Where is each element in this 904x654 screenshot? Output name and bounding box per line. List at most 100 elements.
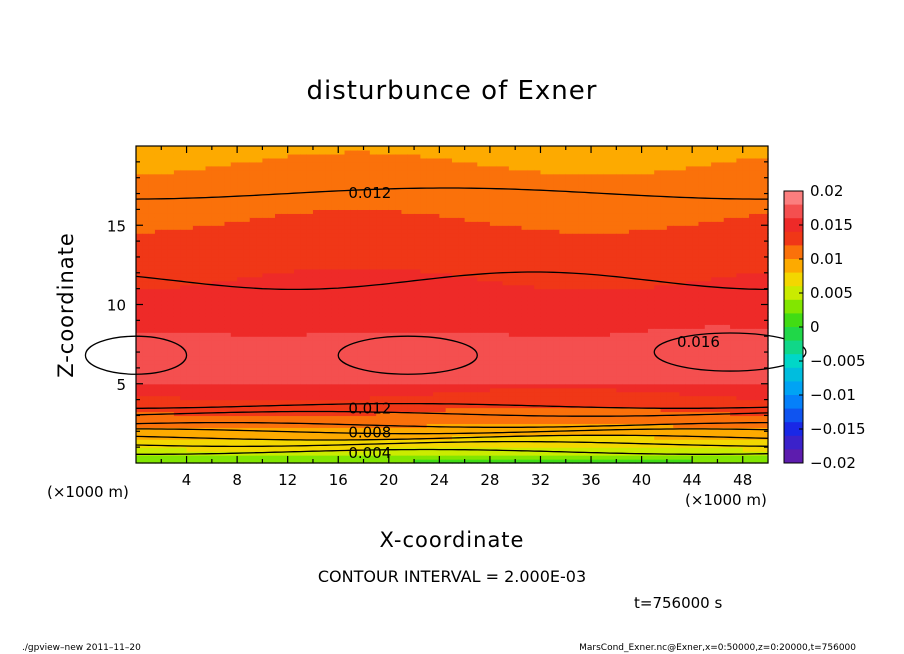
heatmap-cell: [237, 455, 245, 460]
heatmap-cell: [256, 161, 263, 167]
heatmap-cell: [224, 423, 232, 428]
heatmap-cell: [167, 352, 175, 357]
heatmap-cell: [186, 375, 194, 381]
heatmap-cell: [489, 193, 497, 199]
heatmap-cell: [256, 407, 263, 413]
heatmap-cell: [136, 359, 143, 365]
heatmap-cell: [294, 459, 301, 464]
heatmap-cell: [376, 304, 384, 310]
heatmap-cell: [237, 363, 245, 369]
heatmap-cell: [477, 272, 485, 278]
heatmap-cell: [445, 455, 453, 460]
heatmap-cell: [477, 217, 485, 222]
heatmap-cell: [433, 221, 440, 226]
heatmap-cell: [508, 177, 516, 183]
heatmap-cell: [173, 359, 181, 365]
heatmap-cell: [312, 348, 320, 353]
heatmap-cell: [407, 229, 415, 234]
heatmap-cell: [369, 340, 377, 345]
heatmap-cell: [142, 304, 150, 310]
heatmap-cell: [205, 185, 213, 191]
heatmap-cell: [312, 407, 320, 413]
heatmap-cell: [331, 371, 339, 377]
heatmap-cell: [363, 288, 371, 294]
heatmap-cell: [262, 245, 270, 250]
heatmap-cell: [508, 213, 516, 218]
heatmap-cell: [300, 316, 308, 321]
heatmap-cell: [382, 352, 390, 357]
heatmap-cell: [294, 316, 301, 321]
heatmap-cell: [249, 256, 257, 262]
heatmap-cell: [521, 435, 529, 440]
heatmap-cell: [464, 146, 472, 151]
heatmap-cell: [319, 161, 327, 167]
heatmap-cell: [224, 181, 232, 187]
heatmap-cell: [294, 197, 301, 203]
heatmap-cell: [433, 241, 440, 246]
heatmap-cell: [369, 264, 377, 270]
heatmap-cell: [230, 173, 238, 179]
heatmap-cell: [382, 268, 390, 274]
heatmap-cell: [167, 280, 175, 286]
heatmap-cell: [154, 165, 162, 171]
heatmap-cell: [350, 264, 358, 270]
heatmap-cell: [357, 177, 365, 183]
heatmap-cell: [369, 435, 377, 440]
heatmap-cell: [262, 193, 270, 199]
heatmap-cell: [439, 157, 447, 163]
heatmap-cell: [161, 193, 169, 199]
heatmap-cell: [420, 284, 428, 290]
heatmap-cell: [439, 193, 447, 199]
heatmap-cell: [388, 288, 396, 294]
heatmap-cell: [508, 328, 516, 333]
heatmap-cell: [167, 201, 175, 207]
heatmap-cell: [173, 332, 181, 337]
heatmap-cell: [262, 415, 270, 421]
heatmap-cell: [458, 276, 466, 282]
heatmap-cell: [268, 260, 276, 266]
heatmap-cell: [249, 161, 257, 167]
heatmap-cell: [281, 173, 289, 179]
heatmap-cell: [325, 379, 333, 385]
heatmap-cell: [161, 153, 169, 159]
heatmap-cell: [275, 312, 282, 317]
heatmap-cell: [186, 407, 194, 413]
heatmap-cell: [331, 165, 339, 171]
heatmap-cell: [142, 284, 150, 290]
heatmap-cell: [369, 252, 377, 258]
x-unit-label-left: (×1000 m): [47, 483, 129, 501]
heatmap-cell: [369, 245, 377, 250]
heatmap-cell: [489, 157, 497, 163]
heatmap-cell: [445, 328, 453, 333]
heatmap-cell: [136, 237, 143, 242]
heatmap-cell: [161, 383, 169, 389]
heatmap-cell: [452, 149, 459, 155]
heatmap-cell: [325, 320, 333, 325]
heatmap-cell: [294, 256, 301, 262]
heatmap-cell: [363, 387, 371, 393]
heatmap-cell: [515, 272, 523, 278]
heatmap-cell: [230, 229, 238, 234]
heatmap-cell: [433, 288, 440, 294]
heatmap-cell: [173, 296, 181, 302]
heatmap-cell: [237, 435, 245, 440]
heatmap-cell: [344, 146, 352, 151]
heatmap-cell: [521, 197, 529, 203]
heatmap-cell: [275, 181, 282, 187]
heatmap-cell: [395, 312, 403, 317]
heatmap-cell: [161, 459, 169, 464]
heatmap-cell: [350, 272, 358, 278]
heatmap-cell: [218, 189, 226, 195]
heatmap-cell: [148, 359, 156, 365]
heatmap-cell: [275, 371, 282, 377]
heatmap-cell: [458, 300, 466, 306]
heatmap-cell: [445, 165, 453, 171]
heatmap-cell: [376, 149, 384, 155]
heatmap-cell: [306, 153, 314, 159]
heatmap-cell: [376, 217, 384, 222]
heatmap-cell: [281, 375, 289, 381]
heatmap-cell: [477, 193, 485, 199]
heatmap-cell: [281, 177, 289, 183]
heatmap-cell: [161, 375, 169, 381]
heatmap-cell: [331, 229, 339, 234]
